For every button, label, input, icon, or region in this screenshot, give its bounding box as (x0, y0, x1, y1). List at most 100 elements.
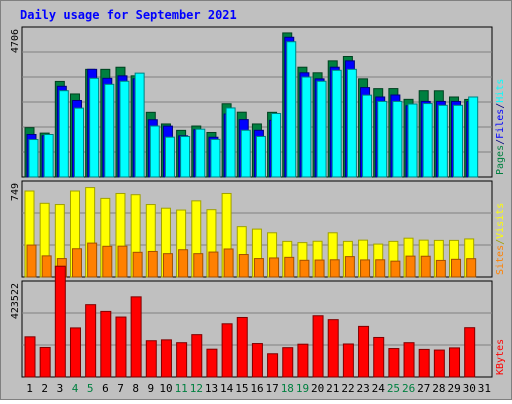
bar-sites-day-30 (466, 258, 477, 278)
panel-hits-files-pages: 4706 Pages/Files/Hits (10, 26, 506, 178)
bar-hits-day-22 (346, 68, 357, 178)
series-legend: Pages/Files/Hits (495, 79, 506, 175)
bar-kbytes-day-5 (85, 304, 97, 378)
bar-hits-day-4 (73, 107, 84, 178)
bar-sites-day-8 (132, 251, 143, 278)
series-legend-entry: Files (495, 109, 506, 139)
bar-kbytes-day-4 (69, 327, 81, 378)
bar-kbytes-day-27 (418, 348, 430, 378)
day-label: 24 (372, 382, 386, 395)
bar-sites-day-27 (420, 255, 431, 278)
bar-sites-day-1 (26, 244, 37, 278)
series-legend-entry: / (495, 239, 506, 245)
day-label: 15 (235, 382, 248, 395)
day-label: 1 (26, 382, 33, 395)
y-max-label: 749 (10, 183, 21, 201)
bar-kbytes-day-9 (145, 340, 157, 378)
y-max-label: 4706 (10, 29, 21, 53)
bar-sites-day-6 (102, 245, 113, 278)
bar-sites-day-2 (41, 255, 52, 278)
bar-hits-day-24 (377, 100, 388, 178)
day-label: 10 (159, 382, 172, 395)
day-label: 18 (281, 382, 294, 395)
bar-kbytes-day-24 (373, 336, 385, 378)
day-label: 31 (478, 382, 491, 395)
bar-hits-day-19 (301, 76, 312, 178)
bar-kbytes-day-21 (327, 319, 339, 378)
day-axis-labels: 1 2 3 4 5 6 7 8 9 10 11 12 13 14 15 16 17 18 19 20 21 22 23 24 2… (26, 382, 491, 395)
y-max-label: 423522 (10, 283, 21, 319)
bar-kbytes-day-1 (24, 336, 36, 378)
day-label: 14 (220, 382, 234, 395)
bar-hits-day-6 (104, 83, 115, 178)
bar-sites-day-25 (390, 260, 401, 278)
bar-kbytes-day-25 (388, 348, 400, 378)
day-label: 28 (432, 382, 445, 395)
day-label: 17 (266, 382, 279, 395)
series-legend: Sites/Visits (495, 203, 506, 275)
bar-kbytes-day-20 (312, 315, 324, 378)
bar-sites-day-13 (208, 251, 219, 278)
bar-sites-day-21 (329, 259, 340, 278)
bar-sites-day-23 (360, 259, 371, 278)
bar-kbytes-day-26 (403, 342, 415, 378)
chart-title: Daily usage for September 2021 (20, 8, 237, 22)
bar-sites-day-17 (269, 257, 280, 278)
bar-hits-day-18 (286, 41, 297, 178)
bar-hits-day-11 (180, 136, 191, 178)
bar-sites-day-9 (147, 250, 158, 278)
day-label: 25 (387, 382, 400, 395)
day-label: 3 (57, 382, 64, 395)
day-label: 7 (117, 382, 124, 395)
bar-kbytes-day-10 (160, 339, 172, 378)
bar-sites-day-29 (451, 258, 462, 278)
bar-sites-day-10 (162, 253, 173, 278)
bar-hits-day-23 (362, 94, 373, 178)
day-label: 16 (250, 382, 263, 395)
day-label: 22 (341, 382, 354, 395)
bar-sites-day-18 (284, 256, 295, 278)
day-label: 4 (72, 382, 79, 395)
bar-hits-day-21 (331, 69, 342, 178)
bar-sites-day-28 (435, 259, 446, 278)
bar-kbytes-day-11 (176, 342, 188, 378)
day-label: 9 (148, 382, 155, 395)
bar-hits-day-10 (164, 136, 175, 178)
bar-sites-day-4 (71, 248, 82, 278)
bar-sites-day-16 (253, 258, 264, 278)
bar-hits-day-27 (422, 103, 433, 178)
bar-hits-day-17 (271, 112, 282, 178)
bar-hits-day-29 (453, 104, 464, 178)
bar-hits-day-15 (240, 129, 251, 178)
series-legend-entry: KBytes (495, 339, 506, 375)
series-legend-entry: Visits (495, 203, 506, 239)
bar-kbytes-day-23 (358, 325, 370, 378)
bar-sites-day-20 (314, 259, 325, 278)
bar-kbytes-day-18 (282, 347, 294, 378)
bar-kbytes-day-6 (100, 310, 112, 378)
bar-kbytes-day-30 (464, 327, 476, 378)
bar-hits-day-12 (195, 128, 206, 178)
bar-kbytes-day-8 (130, 296, 142, 378)
bar-hits-day-9 (149, 125, 160, 178)
bar-kbytes-day-15 (236, 316, 248, 378)
day-label: 2 (41, 382, 48, 395)
bar-hits-day-1 (28, 139, 39, 178)
bar-sites-day-26 (405, 255, 416, 278)
bar-sites-day-12 (193, 253, 204, 278)
day-label: 11 (175, 382, 188, 395)
bar-hits-day-5 (89, 77, 100, 178)
bar-kbytes-day-19 (297, 343, 309, 378)
series-legend: KBytes (495, 339, 506, 375)
bar-hits-day-30 (468, 96, 479, 178)
series-legend-entry: Pages (495, 145, 506, 175)
day-label: 27 (417, 382, 430, 395)
bar-kbytes-day-28 (433, 349, 445, 378)
day-label: 6 (102, 382, 109, 395)
bar-kbytes-day-12 (191, 334, 203, 378)
bar-kbytes-day-16 (251, 343, 263, 378)
bar-sites-day-7 (117, 245, 128, 278)
bar-sites-day-24 (375, 259, 386, 278)
day-label: 5 (87, 382, 94, 395)
